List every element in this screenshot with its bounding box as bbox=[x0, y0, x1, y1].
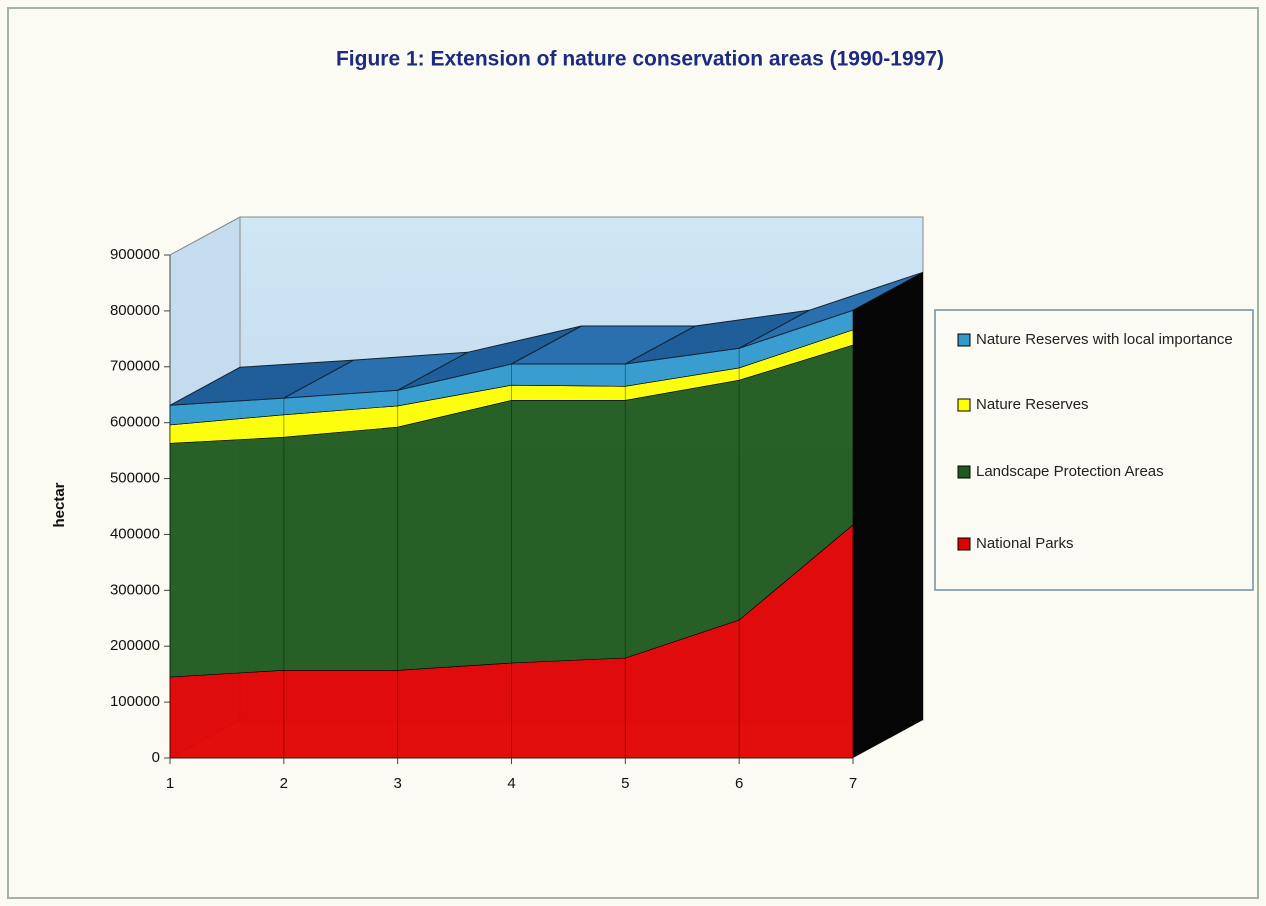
x-tick-label: 3 bbox=[393, 775, 401, 792]
x-tick-label: 5 bbox=[621, 775, 629, 792]
legend-label: Nature Reserves bbox=[976, 396, 1089, 413]
chart-title: Figure 1: Extension of nature conservati… bbox=[336, 48, 944, 71]
legend-swatch bbox=[957, 398, 971, 412]
y-tick-label: 900000 bbox=[110, 246, 160, 263]
y-tick-label: 400000 bbox=[110, 525, 160, 542]
x-tick-label: 4 bbox=[507, 775, 515, 792]
legend-swatch bbox=[957, 465, 971, 479]
legend-swatch bbox=[957, 537, 971, 551]
y-tick-label: 300000 bbox=[110, 581, 160, 598]
y-axis-label: hectar bbox=[51, 482, 68, 527]
y-tick-label: 200000 bbox=[110, 637, 160, 654]
legend-label: Landscape Protection Areas bbox=[976, 463, 1164, 480]
y-tick-label: 600000 bbox=[110, 414, 160, 431]
legend-swatch bbox=[957, 333, 971, 347]
y-tick-label: 500000 bbox=[110, 470, 160, 487]
y-tick-label: 0 bbox=[152, 749, 160, 766]
legend-label: Nature Reserves with local importance bbox=[976, 331, 1233, 348]
x-tick-label: 2 bbox=[280, 775, 288, 792]
y-tick-label: 800000 bbox=[110, 302, 160, 319]
x-tick-label: 1 bbox=[166, 775, 174, 792]
legend-box bbox=[934, 309, 1254, 591]
y-tick-label: 700000 bbox=[110, 358, 160, 375]
x-tick-label: 7 bbox=[849, 775, 857, 792]
right-face bbox=[853, 272, 923, 758]
y-tick-label: 100000 bbox=[110, 693, 160, 710]
x-tick-label: 6 bbox=[735, 775, 743, 792]
legend-label: National Parks bbox=[976, 535, 1074, 552]
